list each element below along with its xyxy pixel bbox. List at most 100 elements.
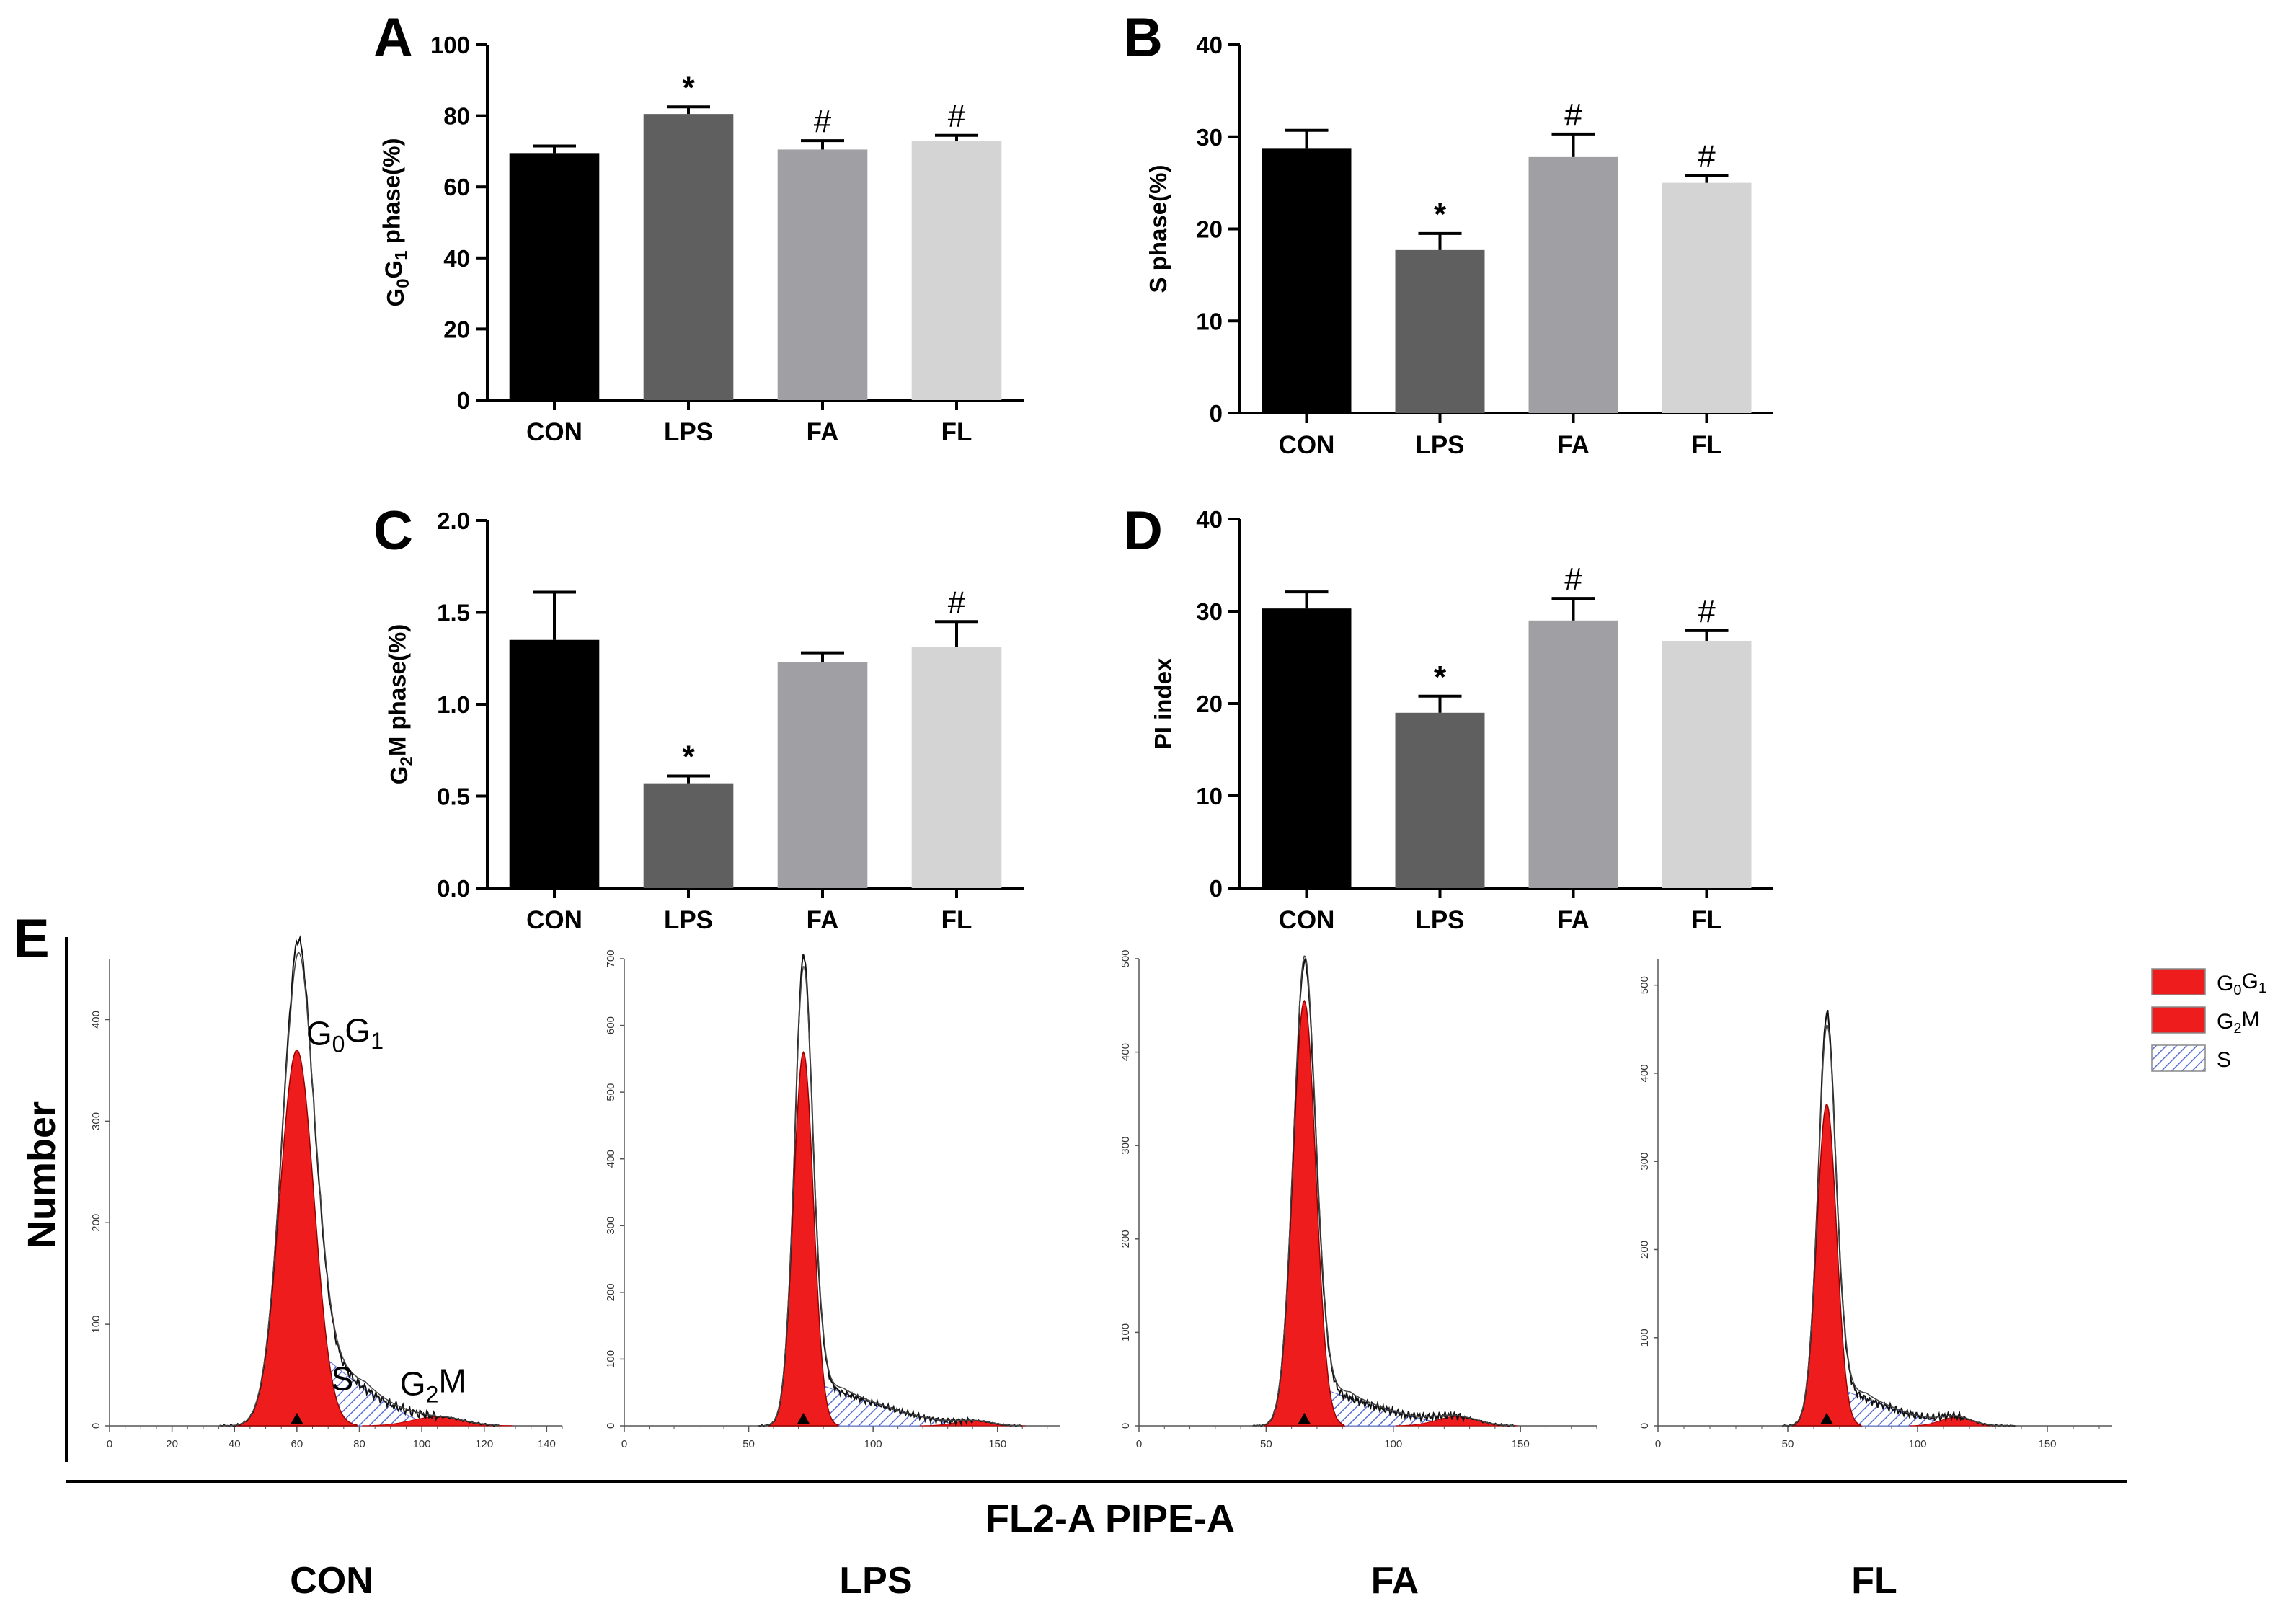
y-tick-label: 0 [457, 387, 470, 414]
raw-histogram-line [1252, 955, 1515, 1427]
x-tick-label-fl: FL [1691, 431, 1722, 459]
hist-y-tick-label: 700 [605, 949, 617, 967]
hist-x-tick-label: 0 [107, 1438, 112, 1450]
significance-star-lps: * [682, 70, 695, 105]
bar-lps [1395, 712, 1485, 888]
x-tick-label-fa: FA [807, 906, 839, 934]
hist-y-tick-label: 300 [1639, 1153, 1651, 1171]
y-tick-label: 10 [1196, 783, 1223, 810]
hist-y-tick-label: 400 [605, 1150, 617, 1168]
y-tick-label: 0 [1210, 875, 1223, 902]
significance-star-lps: * [1434, 660, 1447, 695]
y-tick-label: 0.5 [437, 784, 470, 810]
significance-hash-fa: # [1564, 97, 1582, 133]
x-tick-label-lps: LPS [664, 418, 713, 446]
significance-hash-fl: # [1698, 594, 1716, 629]
x-tick-label-fl: FL [1691, 906, 1722, 934]
bar-fa [777, 662, 868, 888]
group-label-fa: FA [1371, 1560, 1419, 1602]
group-label-fl: FL [1851, 1560, 1897, 1602]
panel-letter-b: B [1123, 7, 1163, 68]
hist-x-tick-label: 140 [538, 1438, 556, 1450]
y-tick-label: 1.0 [437, 691, 470, 718]
x-axis-title-fl2a: FL2-A PIPE-A [985, 1497, 1235, 1540]
y-tick-label: 0.0 [437, 875, 470, 902]
hist-x-tick-label: 100 [864, 1438, 882, 1450]
x-tick-label-fl: FL [941, 418, 972, 446]
y-axis-title-number: Number [20, 1101, 63, 1248]
x-tick-label-lps: LPS [664, 906, 713, 934]
hist-x-tick-label: 0 [1655, 1438, 1661, 1450]
peak-label-g2m: G2M [400, 1362, 466, 1408]
hist-x-tick-label: 150 [1512, 1438, 1530, 1450]
bar-panel-c: C 0.0 0.5 1.0 1.5 2.0 G2M phase(%) CON LPS * FA FL # [373, 500, 1024, 934]
legend-swatch-2 [2151, 1044, 2206, 1072]
y-tick-label: 40 [443, 245, 470, 272]
hist-x-tick-label: 120 [475, 1438, 493, 1450]
panel-letter-e: E [13, 908, 50, 970]
hist-x-tick-label: 20 [166, 1438, 178, 1450]
x-tick-label-con: CON [1279, 906, 1335, 934]
bar-panel-a: A 0 20 40 60 80 100 G0G1 phase(%) CON LPS * FA # FL # [373, 7, 1024, 446]
hist-y-tick-label: 0 [90, 1423, 102, 1429]
y-axis-label: S phase(%) [1145, 165, 1171, 293]
hist-y-tick-label: 100 [605, 1350, 617, 1368]
x-tick-label-fa: FA [807, 418, 839, 446]
hist-x-tick-label: 60 [291, 1438, 303, 1450]
hist-x-tick-label: 150 [2038, 1438, 2056, 1450]
y-tick-label: 1.5 [437, 600, 470, 626]
x-tick-label-fa: FA [1557, 906, 1590, 934]
significance-hash-fl: # [1698, 138, 1716, 174]
bar-fl [1662, 640, 1752, 888]
x-tick-label-fl: FL [941, 906, 972, 934]
g0g1-peak-area [1263, 999, 1346, 1427]
bar-con [1262, 608, 1352, 888]
group-label-lps: LPS [839, 1560, 912, 1602]
x-tick-label-con: CON [526, 906, 582, 934]
bar-fa [777, 149, 868, 400]
histogram-fl: 0 100 200 300 400 500 0 50 100 150 [1639, 959, 2112, 1450]
panel-letter-c: C [373, 500, 413, 562]
hist-y-tick-label: 200 [1639, 1241, 1651, 1259]
x-tick-label-con: CON [1279, 431, 1335, 459]
y-tick-label: 30 [1196, 124, 1223, 151]
hist-y-tick-label: 500 [605, 1083, 617, 1101]
bar-fl [911, 647, 1002, 888]
bar-con [509, 639, 600, 888]
hist-y-tick-label: 200 [1120, 1230, 1132, 1248]
x-tick-label-lps: LPS [1415, 906, 1464, 934]
legend-swatch-1 [2151, 1006, 2206, 1034]
hist-y-tick-label: 100 [1639, 1329, 1651, 1347]
mean-marker-icon [290, 1413, 303, 1424]
hist-y-tick-label: 100 [1120, 1323, 1132, 1341]
raw-histogram-line [758, 966, 1022, 1427]
hist-y-tick-label: 400 [1639, 1064, 1651, 1082]
hist-y-tick-label: 100 [90, 1316, 102, 1334]
y-tick-label: 80 [443, 103, 470, 130]
y-axis-label: PI index [1150, 657, 1176, 749]
y-axis-label: G2M phase(%) [384, 624, 417, 784]
y-tick-label: 0 [1210, 400, 1223, 427]
significance-hash-fa: # [1564, 562, 1582, 597]
hist-x-tick-label: 50 [743, 1438, 755, 1450]
hist-x-tick-label: 150 [988, 1438, 1006, 1450]
group-label-con: CON [290, 1560, 373, 1602]
hist-y-tick-label: 500 [1639, 976, 1651, 994]
peak-label-g0g1: G0G1 [306, 1012, 384, 1057]
bar-panel-b: B 0 10 20 30 40 S phase(%) CON LPS * FA # FL # [1123, 7, 1773, 459]
hist-y-tick-label: 0 [605, 1423, 617, 1429]
legend-label-0: G0G1 [2217, 970, 2266, 998]
hist-y-tick-label: 300 [90, 1112, 102, 1130]
bar-con [509, 153, 600, 401]
significance-star-lps: * [682, 739, 695, 774]
hist-y-tick-label: 300 [1120, 1137, 1132, 1155]
legend-label-2: S [2217, 1048, 2231, 1072]
y-tick-label: 60 [443, 174, 470, 200]
hist-x-tick-label: 40 [229, 1438, 241, 1450]
significance-hash-fl: # [948, 585, 966, 620]
panel-letter-a: A [373, 7, 413, 68]
hist-x-tick-label: 0 [1136, 1438, 1142, 1450]
bar-fl [1662, 182, 1752, 413]
bar-fa [1528, 620, 1618, 888]
